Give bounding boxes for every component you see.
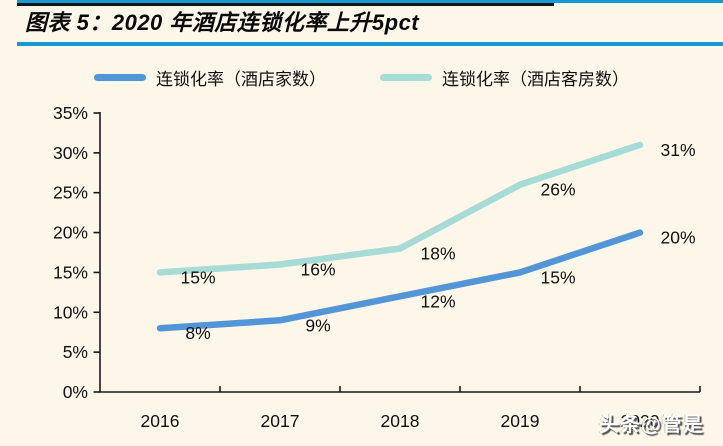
y-tick-label: 35%: [53, 103, 88, 123]
data-label: 8%: [185, 323, 210, 343]
y-tick-label: 30%: [53, 143, 88, 163]
data-label: 9%: [305, 315, 330, 335]
title-underline: [17, 42, 723, 46]
figure-title: 图表 5：2020 年酒店连锁化率上升5pct: [25, 10, 420, 35]
top-rule-black: [17, 3, 554, 6]
legend-item-rooms: 连锁化率（酒店客房数）: [380, 65, 629, 90]
x-axis-label: 2020: [621, 411, 660, 431]
data-label: 26%: [540, 180, 575, 200]
y-tick-label: 25%: [53, 183, 88, 203]
data-label: 16%: [300, 259, 335, 279]
data-label: 12%: [420, 291, 455, 311]
chart-legend: 连锁化率（酒店家数） 连锁化率（酒店客房数）: [0, 64, 723, 90]
x-axis-label: 2016: [141, 411, 180, 431]
y-tick-label: 20%: [53, 223, 88, 243]
data-label: 31%: [660, 140, 695, 160]
legend-item-hotels: 连锁化率（酒店家数）: [94, 65, 326, 90]
watermark: 头条@管是: [599, 414, 704, 436]
series-line: [156, 141, 644, 276]
x-axis-label: 2018: [381, 411, 420, 431]
data-label: 15%: [180, 267, 215, 287]
legend-swatch-blue: [94, 73, 146, 81]
y-tick-label: 0%: [63, 382, 88, 402]
legend-label-rooms: 连锁化率（酒店客房数）: [442, 69, 629, 89]
legend-label-hotels: 连锁化率（酒店家数）: [156, 69, 326, 89]
series-line: [156, 229, 644, 332]
data-label: 15%: [540, 267, 575, 287]
y-tick-label: 5%: [63, 342, 88, 362]
data-label: 20%: [660, 228, 695, 248]
legend-swatch-teal: [380, 73, 432, 81]
top-rule-blue: [17, 0, 723, 3]
x-axis-label: 2019: [501, 411, 540, 431]
data-label: 18%: [420, 244, 455, 264]
x-axis-label: 2017: [261, 411, 300, 431]
y-tick-label: 15%: [53, 262, 88, 282]
y-tick-label: 10%: [53, 302, 88, 322]
